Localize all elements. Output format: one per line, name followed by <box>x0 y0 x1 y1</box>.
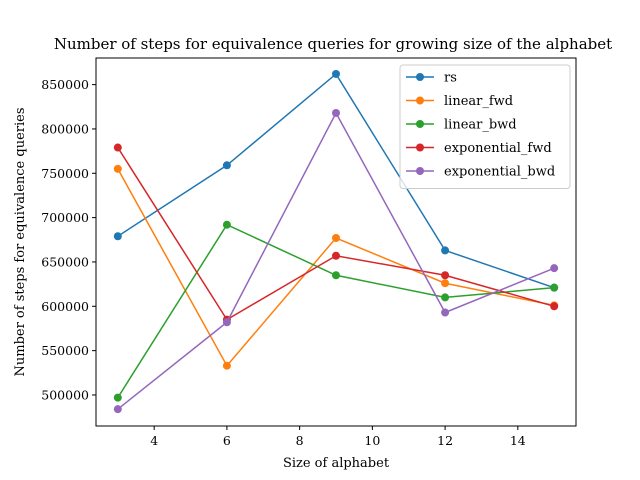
x-tick-label: 8 <box>296 433 304 448</box>
x-tick-label: 4 <box>150 433 158 448</box>
data-point <box>222 318 231 327</box>
x-tick-label: 14 <box>510 433 526 448</box>
data-point <box>113 164 122 173</box>
y-tick-label: 650000 <box>41 254 89 269</box>
legend-label: exponential_fwd <box>444 141 552 156</box>
legend-marker <box>416 143 424 152</box>
data-point <box>222 220 231 229</box>
legend-marker <box>416 73 424 81</box>
x-axis-label: Size of alphabet <box>283 456 390 471</box>
series-exponential_bwd <box>113 108 559 414</box>
data-point <box>332 234 340 243</box>
y-tick-label: 750000 <box>41 166 89 181</box>
y-axis-label: Number of steps for equivalence queries <box>13 107 28 376</box>
data-point <box>332 108 340 117</box>
data-point <box>550 302 559 311</box>
plot-area <box>95 57 577 427</box>
y-tick-label: 800000 <box>41 121 89 136</box>
x-tick-label: 6 <box>223 433 231 448</box>
y-tick-label: 600000 <box>41 299 89 314</box>
legend-label: rs <box>444 71 457 86</box>
legend-label: exponential_bwd <box>444 165 555 180</box>
legend-label: linear_fwd <box>444 94 513 109</box>
data-point <box>332 69 340 78</box>
data-point <box>441 279 450 288</box>
data-point <box>332 251 340 260</box>
data-point <box>332 271 340 280</box>
y-tick-label: 850000 <box>41 77 89 92</box>
series-layer <box>113 69 559 414</box>
x-tick-label: 12 <box>437 433 453 448</box>
data-point <box>441 246 450 255</box>
legend-item: linear_fwd <box>406 94 513 109</box>
chart-title: Number of steps for equivalence queries … <box>54 35 612 53</box>
legend-item: exponential_bwd <box>406 165 555 180</box>
data-point <box>222 361 231 370</box>
data-point <box>550 264 559 273</box>
legend-label: linear_bwd <box>444 118 517 133</box>
y-axis: 500000 550000 600000 650000 700000 750000 8000… <box>41 77 96 402</box>
y-tick-label: 700000 <box>41 210 89 225</box>
legend-item: exponential_fwd <box>406 141 552 156</box>
data-point <box>222 161 231 170</box>
legend-marker <box>416 120 424 128</box>
y-tick-label: 500000 <box>41 387 89 402</box>
x-axis: 4 6 8 10 12 14 <box>150 426 526 448</box>
data-point <box>113 393 122 402</box>
legend-marker <box>416 96 424 105</box>
legend-item: linear_bwd <box>406 118 517 133</box>
data-point <box>113 405 122 414</box>
y-tick-label: 550000 <box>41 343 89 358</box>
data-point <box>113 143 122 152</box>
data-point <box>441 308 450 317</box>
legend-marker <box>416 167 424 175</box>
x-tick-label: 10 <box>364 433 380 448</box>
legend: rs linear_fwd linear_bwd exponential_fwdexp… <box>399 64 571 189</box>
legend-box <box>399 64 571 189</box>
series-linear_bwd <box>113 220 559 402</box>
data-point <box>113 232 122 241</box>
data-point <box>441 271 450 280</box>
data-point <box>550 283 559 292</box>
data-point <box>441 293 450 302</box>
series-line <box>117 168 555 368</box>
legend-item: rs <box>406 71 457 86</box>
